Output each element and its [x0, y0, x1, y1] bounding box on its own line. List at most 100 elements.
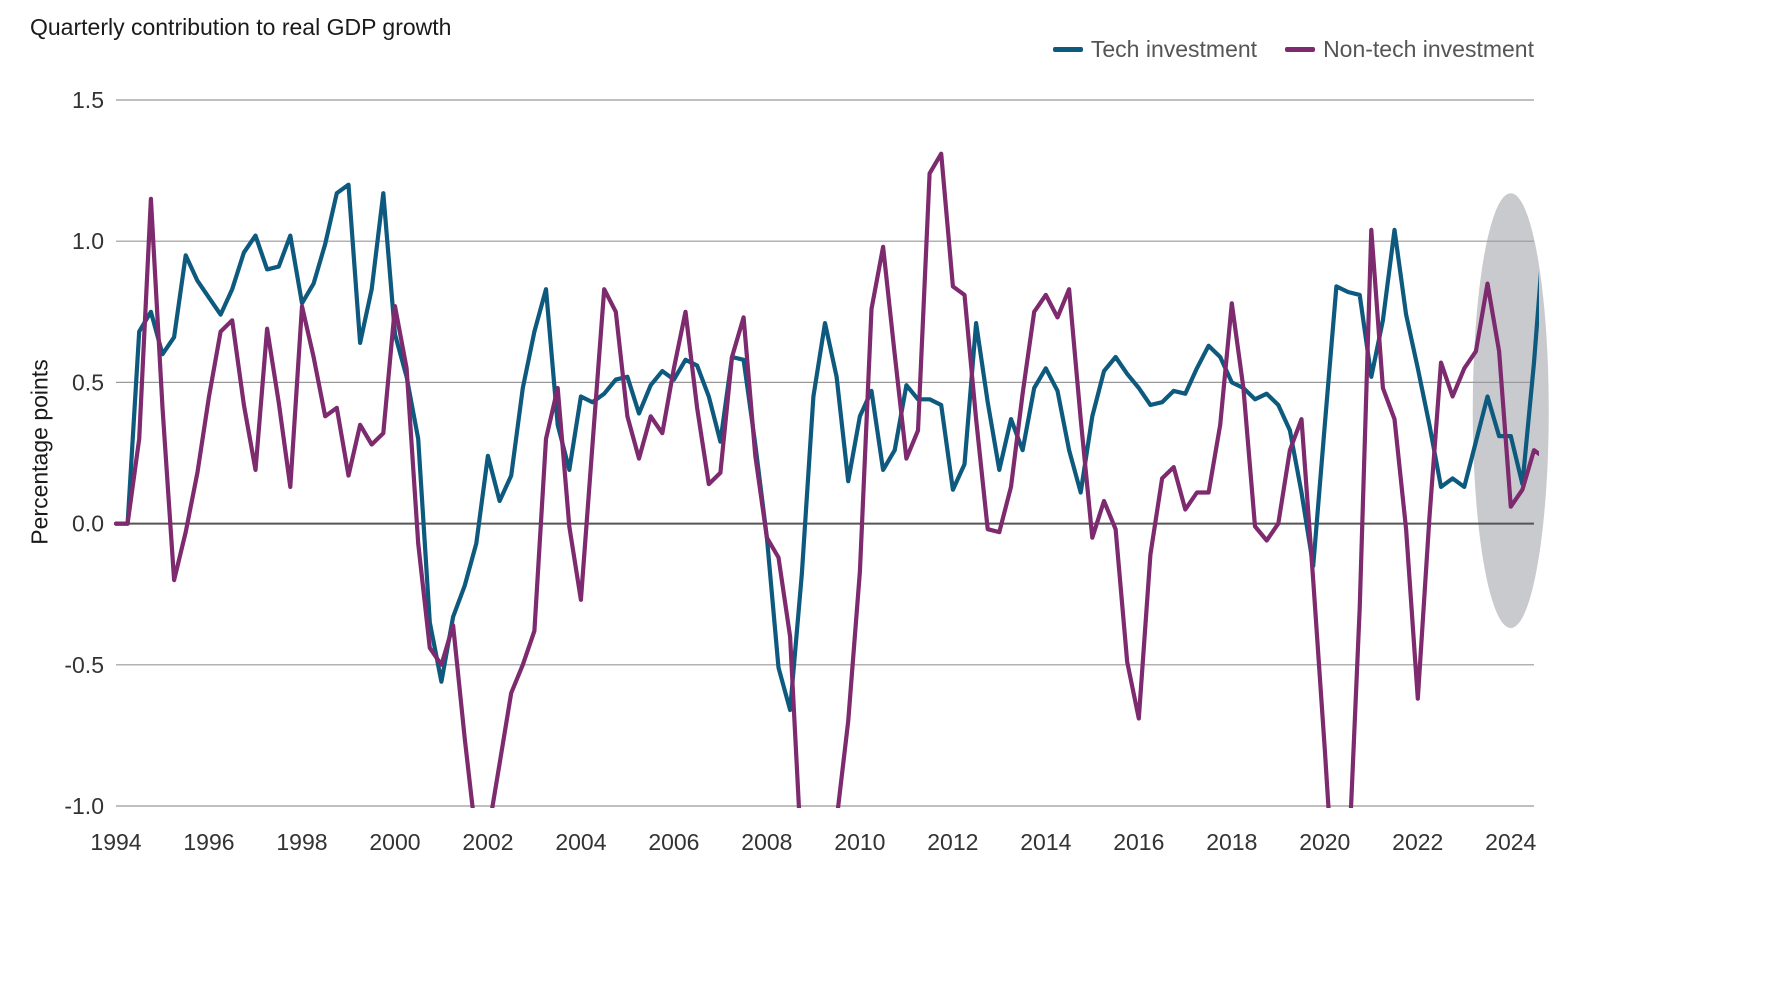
x-tick-label: 1996 — [183, 829, 234, 855]
data-point-tech — [265, 267, 269, 271]
data-point-nontech — [1323, 747, 1327, 752]
data-point-nontech — [1137, 716, 1141, 721]
data-point-tech — [869, 389, 874, 393]
data-point-tech — [904, 383, 909, 387]
data-point-tech — [242, 250, 246, 255]
data-point-nontech — [521, 663, 525, 667]
y-tick-label: 0.0 — [72, 511, 104, 537]
data-point-tech — [567, 468, 571, 472]
data-point-tech — [474, 541, 478, 546]
data-point-nontech — [253, 468, 258, 472]
y-tick-label: 1.0 — [72, 228, 104, 254]
data-point-nontech — [1160, 476, 1164, 480]
data-point-nontech — [683, 310, 688, 314]
data-point-tech — [1346, 290, 1350, 294]
data-point-nontech — [1148, 553, 1152, 557]
data-point-nontech — [1067, 287, 1071, 291]
data-point-tech — [1114, 355, 1118, 359]
data-point-nontech — [1241, 386, 1245, 390]
data-point-nontech — [625, 414, 630, 418]
data-point-nontech — [928, 171, 932, 175]
data-point-nontech — [160, 406, 165, 410]
legend-label-tech: Tech investment — [1090, 36, 1258, 62]
data-point-nontech — [1335, 932, 1338, 935]
data-point-nontech — [602, 287, 606, 291]
data-point-nontech — [149, 197, 153, 201]
data-point-tech — [1032, 386, 1036, 390]
data-point-tech — [451, 615, 455, 619]
data-point-tech — [974, 321, 978, 325]
chart-title: Quarterly contribution to real GDP growt… — [30, 14, 452, 40]
data-point-nontech — [300, 304, 304, 308]
data-point-tech — [858, 414, 862, 418]
x-tick-label: 1994 — [90, 829, 141, 855]
data-point-tech — [1474, 440, 1478, 444]
data-point-nontech — [114, 522, 118, 526]
data-point-tech — [1090, 414, 1094, 418]
data-point-tech — [277, 265, 281, 269]
data-point-tech — [463, 584, 467, 588]
data-point-nontech — [916, 428, 920, 432]
data-point-nontech — [1090, 536, 1094, 540]
data-point-nontech — [370, 442, 374, 447]
data-point-nontech — [1497, 349, 1501, 353]
data-point-nontech — [1009, 485, 1013, 489]
data-point-tech — [928, 397, 932, 401]
data-point-tech — [1381, 318, 1385, 322]
data-point-tech — [521, 386, 525, 390]
data-point-nontech — [219, 330, 223, 334]
data-point-tech — [1451, 476, 1455, 480]
x-tick-label: 2010 — [834, 829, 885, 855]
y-tick-label: 0.5 — [72, 369, 104, 395]
data-point-tech — [823, 321, 827, 325]
data-point-nontech — [1579, 531, 1582, 534]
data-point-nontech — [532, 629, 537, 633]
data-point-tech — [1079, 490, 1083, 495]
data-point-tech — [579, 394, 583, 399]
data-point-nontech — [1044, 293, 1048, 297]
data-point-nontech — [1079, 417, 1083, 421]
data-point-nontech — [1404, 527, 1408, 531]
data-point-tech — [1288, 428, 1292, 432]
data-point-tech — [1148, 403, 1152, 407]
data-point-nontech — [393, 304, 397, 308]
data-point-tech — [1276, 403, 1280, 407]
data-point-nontech — [1416, 697, 1420, 701]
data-point-tech — [881, 468, 885, 472]
data-point-nontech — [1392, 417, 1397, 421]
data-point-nontech — [277, 400, 281, 404]
data-point-nontech — [962, 293, 967, 297]
data-point-tech — [300, 301, 304, 305]
data-point-tech — [1207, 344, 1211, 348]
data-point-nontech — [812, 946, 815, 949]
data-point-nontech — [1172, 465, 1176, 469]
data-point-tech — [939, 403, 943, 407]
data-point-nontech — [1532, 448, 1536, 452]
data-point-nontech — [718, 471, 723, 475]
x-tick-label: 2012 — [927, 829, 978, 855]
data-point-nontech — [544, 437, 548, 441]
data-point-tech — [683, 358, 688, 362]
data-point-nontech — [265, 327, 269, 331]
data-point-tech — [637, 411, 641, 416]
data-point-tech — [1544, 211, 1547, 214]
data-point-tech — [323, 242, 327, 246]
data-point-nontech — [567, 524, 571, 529]
legend-swatch-nontech — [1285, 47, 1316, 52]
data-point-tech — [1427, 423, 1431, 427]
x-tick-label: 2002 — [462, 829, 513, 855]
data-point-nontech — [579, 598, 583, 602]
data-point-nontech — [1195, 490, 1199, 495]
data-point-tech — [486, 454, 490, 458]
data-point-tech — [544, 287, 548, 291]
data-point-nontech — [184, 530, 188, 534]
data-point-nontech — [1276, 522, 1280, 526]
data-point-tech — [1265, 392, 1269, 396]
data-point-tech — [1462, 485, 1466, 489]
data-point-tech — [1067, 448, 1071, 452]
data-point-tech — [1021, 448, 1025, 452]
x-tick-label: 2020 — [1299, 829, 1350, 855]
data-point-tech — [1195, 366, 1199, 370]
data-point-tech — [358, 341, 362, 345]
